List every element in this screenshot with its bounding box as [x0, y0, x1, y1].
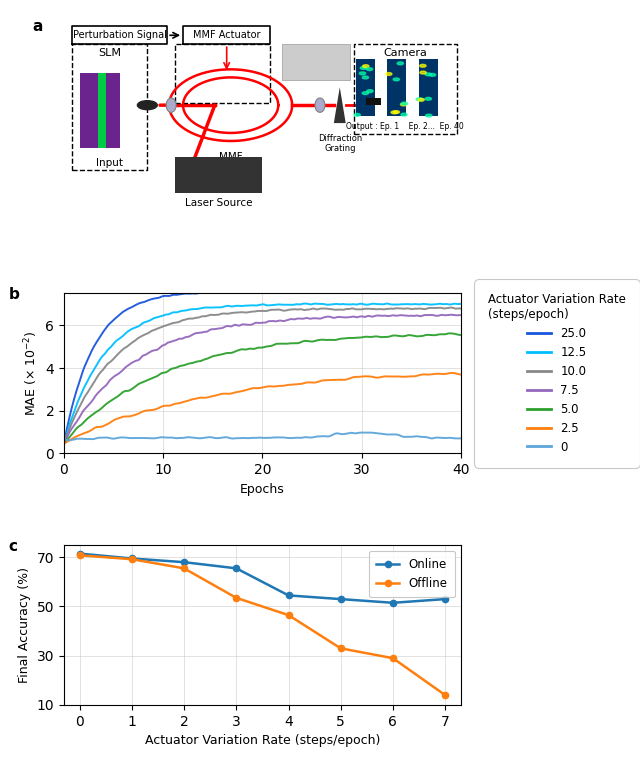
Online	[232, 564, 240, 573]
Circle shape	[401, 103, 407, 106]
Bar	[98, 73, 106, 148]
Text: Input: Input	[96, 158, 123, 168]
Online	[389, 598, 397, 607]
Online	[337, 594, 344, 603]
Circle shape	[393, 78, 399, 81]
Offline	[76, 551, 83, 560]
Circle shape	[429, 74, 436, 77]
Text: Camera: Camera	[383, 49, 427, 58]
Circle shape	[391, 111, 397, 114]
Circle shape	[359, 72, 365, 75]
X-axis label: Epochs: Epochs	[240, 483, 285, 496]
Offline	[389, 653, 397, 662]
Bar	[387, 58, 406, 116]
Offline	[285, 610, 292, 619]
Circle shape	[362, 92, 369, 95]
Circle shape	[360, 67, 367, 70]
Line: Online: Online	[77, 550, 448, 606]
X-axis label: Actuator Variation Rate (steps/epoch): Actuator Variation Rate (steps/epoch)	[145, 735, 380, 747]
Offline	[128, 555, 136, 564]
Circle shape	[362, 76, 369, 79]
Text: c: c	[8, 538, 17, 553]
Online	[128, 554, 136, 563]
Text: MMF: MMF	[219, 152, 243, 162]
Circle shape	[385, 73, 392, 76]
Offline	[232, 594, 240, 603]
Circle shape	[425, 73, 431, 76]
Legend: Online, Offline: Online, Offline	[369, 551, 455, 597]
Bar	[365, 98, 381, 105]
Text: Output : Ep. 1    Ep. 2...  Ep. 40: Output : Ep. 1 Ep. 2... Ep. 40	[346, 122, 464, 131]
Offline	[180, 564, 188, 573]
Text: b: b	[8, 287, 19, 302]
Y-axis label: MAE ($\times$ 10$^{-2}$): MAE ($\times$ 10$^{-2}$)	[22, 330, 40, 416]
Circle shape	[367, 89, 373, 92]
Online	[285, 590, 292, 600]
Text: Diffraction
Grating: Diffraction Grating	[317, 134, 362, 153]
Online	[76, 549, 83, 558]
Circle shape	[416, 98, 422, 101]
Y-axis label: Final Accuracy (%): Final Accuracy (%)	[18, 567, 31, 683]
Line: Offline: Offline	[77, 552, 448, 698]
Circle shape	[138, 101, 157, 110]
Online	[180, 558, 188, 567]
Text: MMF Actuator: MMF Actuator	[193, 30, 260, 40]
Circle shape	[397, 62, 403, 64]
Legend: 25.0, 12.5, 10.0, 7.5, 5.0, 2.5, 0: 25.0, 12.5, 10.0, 7.5, 5.0, 2.5, 0	[479, 283, 636, 463]
Offline	[337, 644, 344, 653]
Text: Laser Source: Laser Source	[185, 199, 253, 208]
Bar	[419, 58, 438, 116]
Online	[442, 594, 449, 603]
Circle shape	[393, 111, 399, 114]
Offline	[442, 691, 449, 700]
Circle shape	[418, 99, 424, 102]
Circle shape	[420, 71, 426, 74]
Text: SLM: SLM	[98, 49, 121, 58]
Circle shape	[401, 102, 408, 105]
Text: Perturbation Signal: Perturbation Signal	[72, 30, 166, 40]
Circle shape	[354, 114, 360, 116]
Text: a: a	[32, 19, 43, 34]
Circle shape	[401, 113, 407, 116]
Circle shape	[420, 64, 426, 67]
Polygon shape	[334, 87, 346, 123]
Circle shape	[363, 64, 369, 67]
Circle shape	[426, 114, 432, 117]
Circle shape	[366, 67, 372, 70]
Ellipse shape	[166, 98, 176, 112]
Bar	[356, 58, 374, 116]
Circle shape	[425, 97, 431, 100]
Ellipse shape	[315, 98, 325, 112]
